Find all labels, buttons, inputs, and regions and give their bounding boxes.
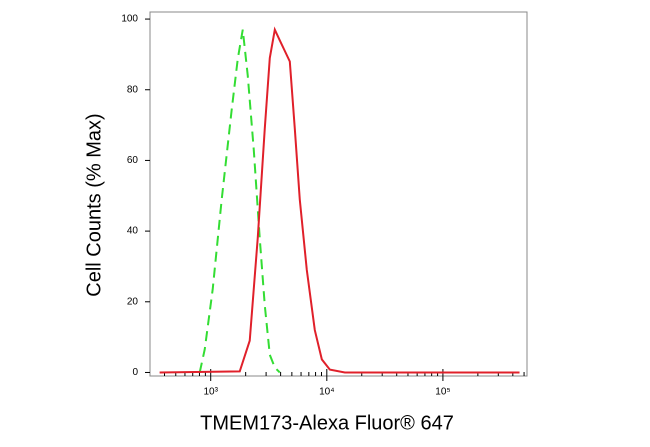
y-tick-label: 60 <box>127 155 139 166</box>
x-axis-label: TMEM173-Alexa Fluor® 647 <box>200 412 454 434</box>
y-axis-label: Cell Counts (% Max) <box>83 113 105 296</box>
plot-frame <box>149 11 528 377</box>
series-line <box>198 29 281 374</box>
y-tick-label: 100 <box>121 14 138 25</box>
y-tick-label: 40 <box>127 226 139 237</box>
x-tick-label: 10³ <box>203 387 218 398</box>
series-line <box>159 26 520 374</box>
y-tick-label: 20 <box>127 296 139 307</box>
x-tick-label: 10⁴ <box>319 387 334 398</box>
y-tick-label: 80 <box>127 84 139 95</box>
y-tick-label: 0 <box>132 367 138 378</box>
x-tick-label: 10⁵ <box>435 387 450 398</box>
